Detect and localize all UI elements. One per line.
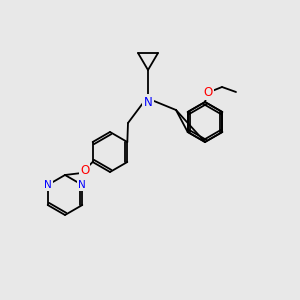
Text: N: N [44, 180, 52, 190]
Text: N: N [144, 95, 152, 109]
Text: O: O [80, 164, 89, 176]
Text: O: O [203, 85, 213, 98]
Text: N: N [78, 180, 86, 190]
